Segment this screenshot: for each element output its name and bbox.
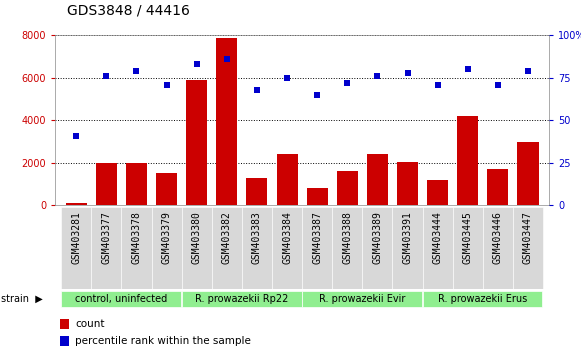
Bar xyxy=(302,207,332,289)
Bar xyxy=(367,154,388,205)
Text: R. prowazekii Evir: R. prowazekii Evir xyxy=(319,294,406,304)
Text: GSM403384: GSM403384 xyxy=(282,211,292,264)
Text: R. prowazekii Rp22: R. prowazekii Rp22 xyxy=(195,294,289,304)
Point xyxy=(343,80,352,86)
Point xyxy=(282,75,292,81)
Bar xyxy=(60,319,69,329)
Text: GSM403391: GSM403391 xyxy=(403,211,413,264)
Bar xyxy=(152,207,182,289)
Bar xyxy=(277,154,297,205)
Point xyxy=(463,67,472,72)
Point xyxy=(192,62,202,67)
Point xyxy=(222,56,231,62)
Bar xyxy=(487,169,508,205)
Text: GSM403446: GSM403446 xyxy=(493,211,503,264)
Bar xyxy=(212,207,242,289)
Text: GSM403377: GSM403377 xyxy=(102,211,112,264)
Text: percentile rank within the sample: percentile rank within the sample xyxy=(75,336,251,346)
Text: R. prowazekii Erus: R. prowazekii Erus xyxy=(438,294,528,304)
Bar xyxy=(337,171,358,205)
Bar xyxy=(61,207,91,289)
Bar xyxy=(513,207,543,289)
Bar xyxy=(121,207,152,289)
Bar xyxy=(242,207,272,289)
Bar xyxy=(182,291,302,307)
Bar xyxy=(422,207,453,289)
Point xyxy=(403,70,412,76)
Bar xyxy=(91,207,121,289)
Text: count: count xyxy=(75,319,105,329)
Text: GSM403389: GSM403389 xyxy=(372,211,382,264)
Text: GSM403380: GSM403380 xyxy=(192,211,202,264)
Bar xyxy=(96,163,117,205)
Bar xyxy=(182,207,212,289)
Text: GSM403444: GSM403444 xyxy=(433,211,443,264)
Point xyxy=(102,73,111,79)
Text: GSM403387: GSM403387 xyxy=(312,211,322,264)
Bar xyxy=(422,291,543,307)
Point xyxy=(373,73,382,79)
Bar xyxy=(61,291,181,307)
Point xyxy=(433,82,442,87)
Bar xyxy=(307,188,328,205)
Text: GSM403383: GSM403383 xyxy=(252,211,262,264)
Bar xyxy=(302,291,422,307)
Text: control, uninfected: control, uninfected xyxy=(76,294,167,304)
Point xyxy=(132,68,141,74)
Bar xyxy=(363,207,392,289)
Point xyxy=(71,133,81,138)
Bar xyxy=(186,80,207,205)
Text: GSM403382: GSM403382 xyxy=(222,211,232,264)
Text: GSM403447: GSM403447 xyxy=(523,211,533,264)
Bar xyxy=(272,207,302,289)
Bar xyxy=(126,163,147,205)
Bar xyxy=(483,207,513,289)
Bar xyxy=(246,178,267,205)
Point xyxy=(162,82,171,87)
Text: strain  ▶: strain ▶ xyxy=(1,294,42,304)
Bar xyxy=(392,207,422,289)
Point xyxy=(313,92,322,98)
Bar xyxy=(216,38,238,205)
Bar xyxy=(397,162,418,205)
Bar xyxy=(60,336,69,346)
Text: GSM403379: GSM403379 xyxy=(162,211,171,264)
Text: GSM403378: GSM403378 xyxy=(131,211,142,264)
Bar xyxy=(457,116,478,205)
Text: GDS3848 / 44416: GDS3848 / 44416 xyxy=(67,4,189,18)
Text: GSM403388: GSM403388 xyxy=(342,211,352,264)
Text: GSM403281: GSM403281 xyxy=(71,211,81,264)
Point xyxy=(523,68,533,74)
Bar xyxy=(427,180,448,205)
Point xyxy=(252,87,261,93)
Text: GSM403445: GSM403445 xyxy=(462,211,473,264)
Bar xyxy=(332,207,363,289)
Bar xyxy=(453,207,483,289)
Bar xyxy=(156,173,177,205)
Bar xyxy=(66,203,87,205)
Bar xyxy=(518,142,539,205)
Point xyxy=(493,82,503,87)
